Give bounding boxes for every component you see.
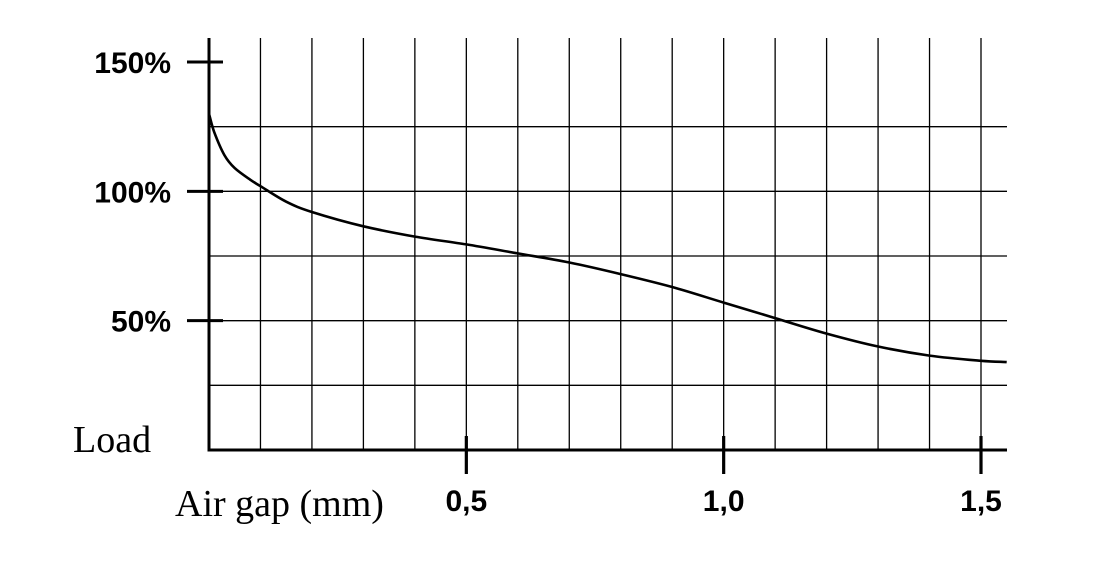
y-tick-label: 100% <box>94 176 171 209</box>
y-tick-label: 150% <box>94 47 171 80</box>
y-tick-labels: 50% 100% 150% <box>94 47 171 339</box>
axes <box>207 38 1007 452</box>
y-tick-label: 50% <box>111 306 171 339</box>
y-axis-label: Load <box>73 419 151 461</box>
x-tick-label: 1,5 <box>960 485 1002 518</box>
x-tick-label: 1,0 <box>703 485 745 518</box>
grid <box>209 38 1007 450</box>
x-axis-label: Air gap (mm) <box>175 483 384 525</box>
load-curve <box>207 113 1007 364</box>
x-tick-labels: 0,5 1,0 1,5 <box>445 485 1001 518</box>
tick-marks <box>187 60 983 474</box>
x-tick-label: 0,5 <box>445 485 487 518</box>
